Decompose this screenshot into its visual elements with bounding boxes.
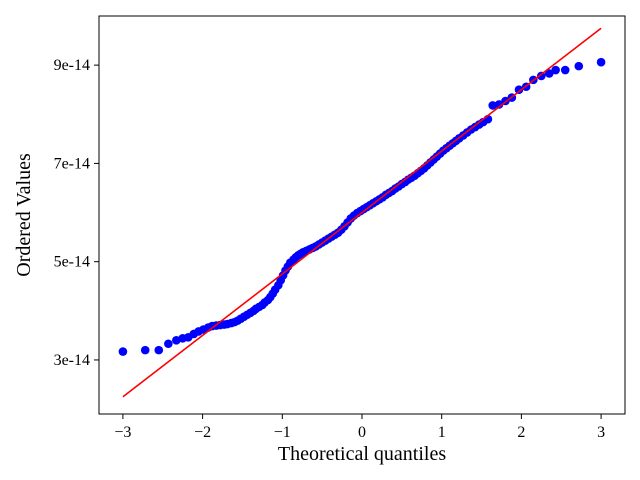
data-point	[544, 69, 554, 78]
data-point	[118, 347, 128, 356]
data-point	[537, 71, 546, 81]
x-tick-label: 0	[358, 424, 366, 441]
data-points	[118, 57, 606, 356]
x-tick-label: −2	[194, 424, 211, 441]
data-point	[551, 65, 560, 75]
data-point	[494, 100, 504, 109]
x-tick-label: 2	[517, 424, 525, 441]
y-axis-label: Ordered Values	[13, 153, 35, 277]
x-tick-label: −3	[114, 424, 131, 441]
y-axis-ticks: 3e-14 5e-14 7e-14 9e-14	[54, 57, 99, 369]
data-point	[164, 339, 173, 349]
data-point	[574, 61, 584, 71]
data-point	[154, 345, 164, 355]
data-point	[596, 57, 606, 67]
x-tick-label: −1	[274, 424, 291, 441]
y-tick-label: 5e-14	[54, 254, 90, 271]
y-tick-label: 9e-14	[54, 57, 90, 74]
data-point	[140, 345, 150, 355]
x-axis-label: Theoretical quantiles	[278, 443, 446, 465]
fit-line	[122, 27, 602, 398]
data-point	[560, 65, 570, 75]
y-tick-label: 3e-14	[54, 352, 90, 369]
x-tick-label: 1	[438, 424, 446, 441]
x-axis-ticks: −3 −2 −1 0 1 2 3	[114, 414, 605, 441]
x-tick-label: 3	[597, 424, 605, 441]
data-point	[514, 85, 524, 94]
y-tick-label: 7e-14	[54, 155, 90, 172]
data-point	[488, 101, 498, 110]
